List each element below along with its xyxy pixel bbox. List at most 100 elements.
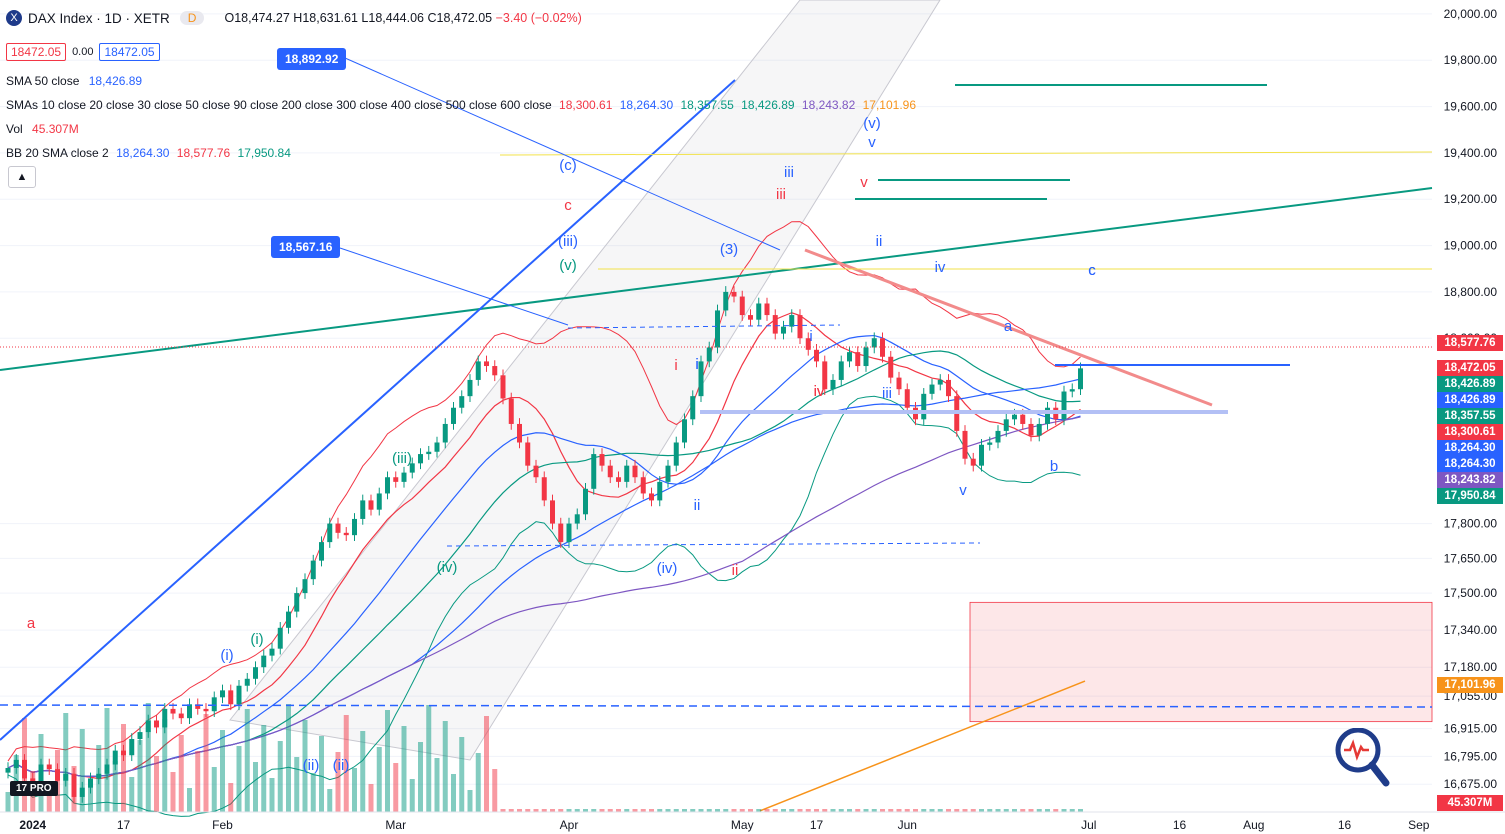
candle-body xyxy=(1020,414,1026,424)
price-tag: 18,264.30 xyxy=(1437,455,1503,472)
volume-bar xyxy=(995,809,1001,812)
volume-bar xyxy=(1020,809,1026,812)
candle-body xyxy=(302,579,308,594)
candle-body xyxy=(104,764,110,774)
trendline-green xyxy=(0,187,1433,371)
interval-badge[interactable]: D xyxy=(179,11,205,25)
y-tick-label: 17,340.00 xyxy=(1444,623,1498,637)
legend-smas[interactable]: SMAs 10 close 20 close 30 close 50 close… xyxy=(6,98,916,112)
volume-bar xyxy=(1045,809,1050,812)
volume-bar xyxy=(195,751,201,812)
volume-bar xyxy=(244,709,250,812)
y-tick-label: 19,200.00 xyxy=(1444,192,1498,206)
volume-bar xyxy=(1061,809,1067,812)
candle-body xyxy=(748,315,753,320)
wave-label: (iii) xyxy=(392,450,412,467)
candle-body xyxy=(5,767,11,773)
price-tag: 18,472.05 xyxy=(1437,359,1503,376)
volume-bar xyxy=(525,809,531,812)
legend-volume[interactable]: Vol 45.307M xyxy=(6,122,79,136)
candle-body xyxy=(145,720,151,733)
volume-bar xyxy=(137,740,143,812)
volume-bar xyxy=(624,809,630,812)
callout-price-1[interactable]: 18,892.92 xyxy=(277,48,347,70)
trendline-blue xyxy=(0,79,736,741)
volume-bar xyxy=(954,809,960,812)
dashed-line-3 xyxy=(567,324,841,329)
volume-bar xyxy=(385,710,390,812)
volume-bar xyxy=(459,737,465,812)
candle-body xyxy=(970,458,976,466)
candle-body xyxy=(112,750,118,765)
legend-sma50[interactable]: SMA 50 close 18,426.89 xyxy=(6,74,142,88)
candle-body xyxy=(632,465,638,478)
sma-20-line xyxy=(7,334,1081,778)
wave-label: ii xyxy=(694,497,701,514)
candle-body xyxy=(863,347,869,367)
candle-body xyxy=(814,349,819,362)
tradingview-logo: 17 PRO xyxy=(10,781,58,796)
y-tick-label: 19,400.00 xyxy=(1444,146,1498,160)
volume-bar xyxy=(500,809,506,812)
candle-body xyxy=(921,393,927,420)
symbol-title[interactable]: DAX Index · 1D · XETR xyxy=(28,10,170,26)
candle-body xyxy=(294,593,300,612)
order-boxes: 18472.05 0.00 18472.05 xyxy=(6,43,160,61)
spread-value: 0.00 xyxy=(72,46,94,58)
candle-body xyxy=(937,379,943,385)
candle-body xyxy=(442,423,448,443)
y-tick-label: 17,180.00 xyxy=(1444,660,1498,674)
volume-bar xyxy=(1069,809,1075,812)
candle-body xyxy=(170,708,176,714)
candle-body xyxy=(822,361,828,390)
legend-value: 18,300.61 xyxy=(559,98,613,112)
legend-value: 18,264.30 xyxy=(616,98,674,112)
candle-body xyxy=(1003,419,1009,431)
volume-bar xyxy=(541,809,547,812)
chevron-up-icon[interactable]: ▲ xyxy=(8,166,36,188)
price-tag: 18,577.76 xyxy=(1437,335,1503,352)
candle-body xyxy=(459,396,465,408)
legend-bollinger[interactable]: BB 20 SMA close 2 18,264.30 18,577.76 17… xyxy=(6,146,291,160)
callout-price-2[interactable]: 18,567.16 xyxy=(271,236,341,258)
candle-body xyxy=(855,352,861,367)
wave-label: ii xyxy=(876,233,883,250)
volume-bar xyxy=(748,809,753,812)
x-tick-label: 17 xyxy=(117,818,131,832)
volume-bar xyxy=(451,774,456,812)
candle-body xyxy=(484,361,489,367)
candle-body xyxy=(517,423,522,443)
volume-bar xyxy=(550,809,555,812)
wave-label: c xyxy=(564,197,572,214)
legend-value: 17,101.96 xyxy=(859,98,916,112)
wave-label: b xyxy=(1050,458,1058,475)
wave-label: (i) xyxy=(220,647,233,664)
candle-body xyxy=(731,291,737,297)
volume-bar xyxy=(442,721,448,812)
buy-price-box[interactable]: 18472.05 xyxy=(99,43,160,61)
wave-label: (iii) xyxy=(558,233,578,250)
sell-price-box[interactable]: 18472.05 xyxy=(6,43,67,61)
volume-bar xyxy=(599,809,605,812)
volume-bar xyxy=(855,809,861,812)
volume-bar xyxy=(607,809,613,812)
volume-bar xyxy=(781,809,786,812)
candle-body xyxy=(558,523,564,543)
candle-body xyxy=(269,648,275,656)
x-tick-label: 16 xyxy=(1173,818,1187,832)
candle-body xyxy=(467,379,473,397)
volume-bar xyxy=(863,809,869,812)
candle-body xyxy=(434,442,440,452)
volume-bar xyxy=(937,809,943,812)
candle-body xyxy=(368,500,374,510)
candle-body xyxy=(211,697,217,712)
y-tick-label: 17,500.00 xyxy=(1444,586,1498,600)
volume-bar xyxy=(434,758,440,812)
volume-bar xyxy=(484,716,489,812)
candle-body xyxy=(63,773,69,781)
wave-label: v xyxy=(860,174,868,191)
volume-bar xyxy=(211,767,217,812)
candle-body xyxy=(649,493,654,501)
volume-bar xyxy=(203,714,209,812)
